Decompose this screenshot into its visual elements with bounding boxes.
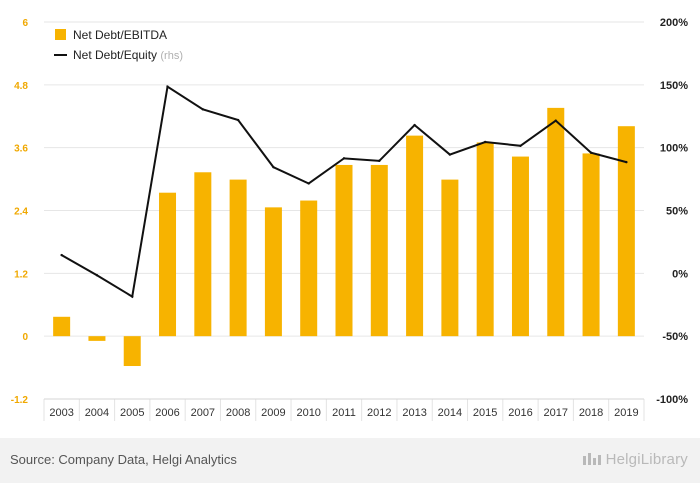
- axes: -1.2 -100% 0 -50% 1.2 0% 2.4 50% 3.6 100% 4.8 150% 6…: [11, 17, 688, 419]
- brand-logo: HelgiLibrary: [582, 450, 688, 468]
- legend-label-net-debt-ebitda: Net Debt/EBITDA: [73, 28, 167, 42]
- bar: [264, 207, 282, 337]
- x-tick-label: 2004: [85, 407, 109, 419]
- y-right-tick-label: -50%: [662, 331, 688, 343]
- line-point: [201, 108, 205, 111]
- line-point: [413, 123, 416, 127]
- bar: [123, 336, 141, 367]
- line-series-net-debt-equity: [60, 85, 628, 299]
- source-note: Source: Company Data, Helgi Analytics: [10, 452, 237, 467]
- bar: [335, 164, 353, 337]
- x-tick-label: 2015: [473, 407, 497, 419]
- line-point: [60, 253, 63, 257]
- bar: [617, 126, 635, 337]
- y-left-tick-label: -1.2: [11, 395, 29, 406]
- bar: [511, 156, 529, 337]
- bar: [229, 179, 247, 337]
- x-tick-label: 2012: [367, 407, 391, 419]
- footer-bar: Source: Company Data, Helgi Analytics He…: [0, 438, 700, 483]
- y-right-tick-label: 0%: [672, 268, 688, 280]
- y-right-tick-label: -100%: [656, 394, 688, 406]
- x-tick-label: 2014: [438, 407, 462, 419]
- line-point: [483, 140, 487, 144]
- bar: [370, 164, 388, 337]
- line-point: [519, 144, 522, 147]
- x-tick-label: 2005: [120, 407, 144, 419]
- bar: [53, 316, 71, 337]
- x-tick-label: 2013: [402, 407, 426, 419]
- y-left-tick-label: 1.2: [14, 269, 28, 280]
- y-right-tick-label: 50%: [666, 206, 688, 218]
- y-right-tick-label: 200%: [660, 17, 688, 29]
- combo-chart: -1.2 -100% 0 -50% 1.2 0% 2.4 50% 3.6 100% 4.8 150% 6…: [11, 17, 688, 421]
- line-point: [625, 160, 628, 164]
- line-point: [378, 159, 381, 163]
- line-point: [589, 151, 593, 154]
- y-left-tick-label: 2.4: [14, 207, 28, 218]
- bar: [194, 172, 212, 337]
- bar: [406, 135, 424, 337]
- x-tick-label: 2006: [155, 407, 179, 419]
- line-point: [131, 295, 134, 298]
- legend-swatch-bar: [55, 29, 66, 40]
- y-left-tick-label: 6: [22, 18, 28, 29]
- x-tick-label: 2016: [508, 407, 532, 419]
- y-left-tick-label: 4.8: [14, 81, 28, 92]
- library-icon: [582, 453, 601, 465]
- bar: [441, 179, 459, 337]
- x-tick-label: 2019: [614, 407, 638, 419]
- bar-series-net-debt-ebitda: [53, 107, 635, 367]
- x-tick-label: 2018: [579, 407, 603, 419]
- line-point: [342, 157, 346, 160]
- x-tick-label: 2008: [226, 407, 250, 419]
- line-point: [448, 153, 452, 156]
- x-tick-label: 2009: [261, 407, 285, 419]
- x-tick-label: 2007: [191, 407, 215, 419]
- x-tick-label: 2003: [49, 407, 73, 419]
- bar: [547, 107, 565, 337]
- line-point: [272, 165, 275, 169]
- line-point: [166, 85, 169, 88]
- bar: [159, 192, 177, 337]
- x-tick-label: 2011: [332, 407, 356, 419]
- x-tick-label: 2017: [544, 407, 568, 419]
- y-left-tick-label: 0: [22, 332, 28, 343]
- line-point: [554, 119, 557, 122]
- y-left-tick-label: 3.6: [14, 144, 28, 155]
- line-point: [307, 182, 310, 185]
- gridlines: [43, 21, 645, 421]
- bar: [582, 153, 600, 337]
- x-tick-label: 2010: [296, 407, 320, 419]
- legend-rhs-note: (rhs): [160, 50, 183, 62]
- y-right-tick-label: 100%: [660, 143, 688, 155]
- bar: [300, 200, 318, 337]
- line-point: [236, 118, 240, 122]
- brand-name: HelgiLibrary: [605, 451, 688, 468]
- y-right-tick-label: 150%: [660, 80, 688, 92]
- bar: [476, 142, 494, 337]
- line-point: [95, 274, 99, 277]
- legend: Net Debt/EBITDA Net Debt/Equity (rhs): [54, 28, 183, 62]
- bar: [88, 336, 106, 341]
- legend-label-net-debt-equity: Net Debt/Equity (rhs): [73, 48, 183, 62]
